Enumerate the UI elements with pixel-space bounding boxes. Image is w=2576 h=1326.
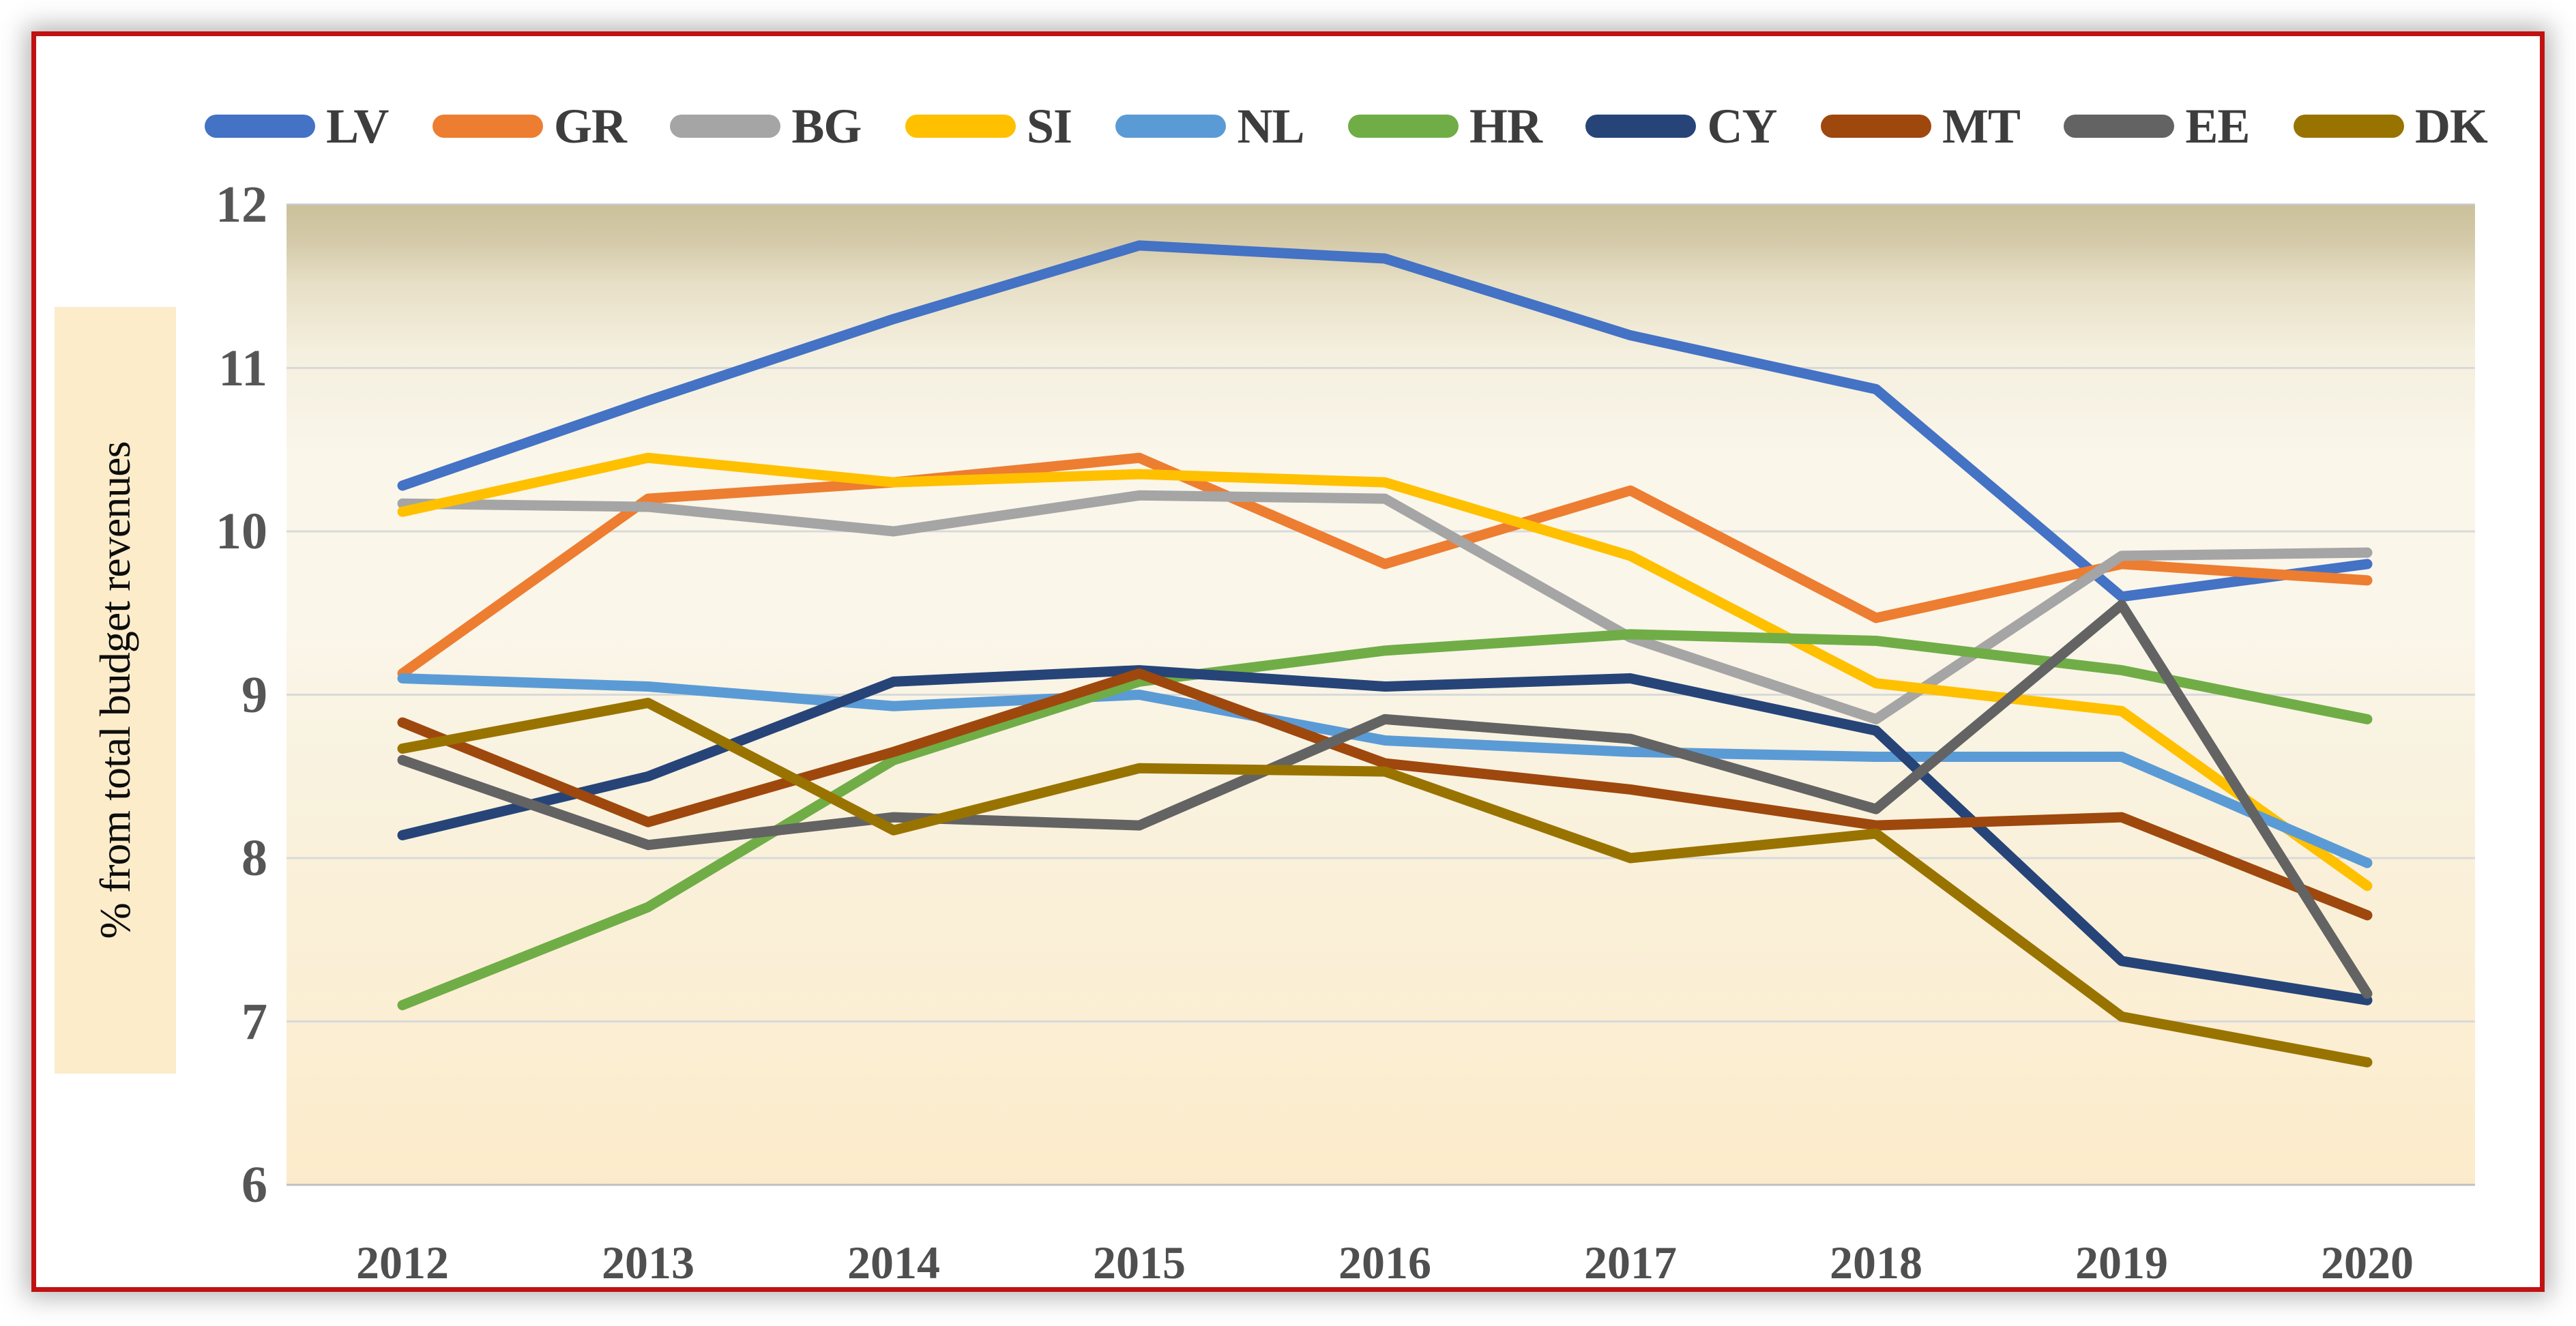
x-tick-2013: 2013 xyxy=(602,1237,694,1288)
x-tick-2016: 2016 xyxy=(1338,1237,1431,1288)
legend-swatch-hr xyxy=(1347,115,1459,138)
legend-label-gr: GR xyxy=(553,98,627,153)
legend-swatch-bg xyxy=(670,115,781,138)
y-tick-9: 9 xyxy=(241,666,267,724)
legend-item-ee: EE xyxy=(2064,98,2250,155)
legend-swatch-nl xyxy=(1115,115,1227,138)
series-line-nl xyxy=(397,673,2373,868)
legend-item-gr: GR xyxy=(432,98,627,155)
legend-swatch-mt xyxy=(1820,115,1931,138)
x-tick-2012: 2012 xyxy=(356,1237,449,1288)
series-line-lv xyxy=(397,240,2373,602)
legend-item-hr: HR xyxy=(1347,98,1542,155)
legend-label-dk: DK xyxy=(2414,98,2488,153)
legend-label-bg: BG xyxy=(791,98,862,153)
legend-swatch-lv xyxy=(205,115,315,138)
legend-item-nl: NL xyxy=(1115,98,1304,155)
series-line-hr xyxy=(397,629,2373,1011)
series-line-bg xyxy=(397,490,2373,724)
y-axis-title-block: % from total budget revenues xyxy=(55,307,176,1074)
y-tick-7: 7 xyxy=(241,993,267,1050)
legend-label-si: SI xyxy=(1026,98,1072,153)
x-tick-2020: 2020 xyxy=(2321,1237,2414,1288)
y-tick-8: 8 xyxy=(241,829,267,887)
legend-swatch-gr xyxy=(432,115,543,138)
y-tick-11: 11 xyxy=(218,340,267,397)
x-tick-2015: 2015 xyxy=(1093,1237,1186,1288)
legend-swatch-dk xyxy=(2293,115,2404,138)
legend-swatch-cy xyxy=(1585,115,1697,138)
legend-label-lv: LV xyxy=(326,98,389,153)
series-line-ee xyxy=(397,600,2373,999)
x-tick-2014: 2014 xyxy=(847,1237,940,1288)
legend-label-nl: NL xyxy=(1237,98,1304,153)
series-line-dk xyxy=(397,697,2373,1067)
legend-item-lv: LV xyxy=(205,98,389,155)
legend-label-mt: MT xyxy=(1942,98,2021,153)
y-tick-10: 10 xyxy=(216,503,267,560)
legend-item-mt: MT xyxy=(1820,98,2021,155)
x-tick-2018: 2018 xyxy=(1830,1237,1922,1288)
series-line-mt xyxy=(397,668,2373,921)
legend-swatch-si xyxy=(905,115,1016,138)
series-line-gr xyxy=(397,452,2373,679)
legend-label-cy: CY xyxy=(1707,98,1777,153)
x-tick-2017: 2017 xyxy=(1584,1237,1677,1288)
chart-legend: LV GR BG SI NL HR CY MT xyxy=(205,95,2488,157)
legend-item-dk: DK xyxy=(2293,98,2488,155)
y-tick-6: 6 xyxy=(241,1156,267,1213)
legend-label-ee: EE xyxy=(2185,98,2250,153)
legend-swatch-ee xyxy=(2064,115,2175,138)
x-tick-2019: 2019 xyxy=(2075,1237,2168,1288)
series-line-si xyxy=(397,452,2373,892)
legend-item-si: SI xyxy=(905,98,1072,155)
legend-item-cy: CY xyxy=(1585,98,1777,155)
legend-label-hr: HR xyxy=(1469,98,1542,153)
legend-item-bg: BG xyxy=(670,98,862,155)
y-tick-12: 12 xyxy=(216,176,267,233)
